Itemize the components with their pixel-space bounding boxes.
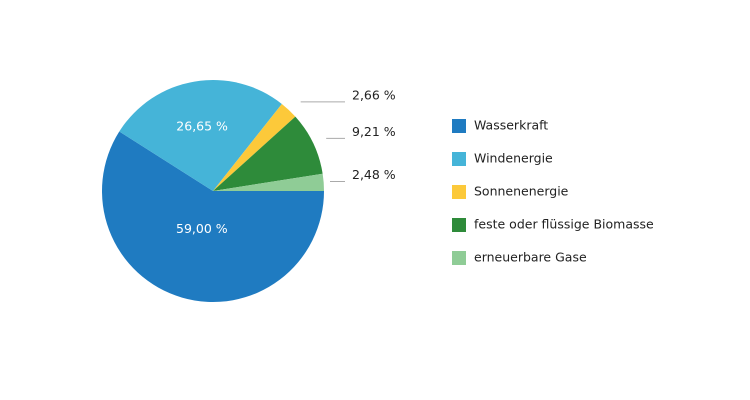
legend-swatch bbox=[452, 119, 466, 133]
legend-swatch bbox=[452, 251, 466, 265]
slice-label: 26,65 % bbox=[176, 118, 228, 133]
legend-label: Windenergie bbox=[474, 151, 553, 166]
slice-label: 2,48 % bbox=[352, 167, 396, 182]
legend-swatch bbox=[452, 218, 466, 232]
legend-swatch bbox=[452, 185, 466, 199]
legend-swatch bbox=[452, 152, 466, 166]
slice-label: 2,66 % bbox=[352, 87, 396, 102]
pie-slice bbox=[213, 173, 324, 191]
pie-slice bbox=[119, 80, 282, 191]
slice-label: 9,21 % bbox=[352, 124, 396, 139]
pie-slice bbox=[102, 131, 324, 302]
pie-slice bbox=[213, 116, 323, 191]
legend-label: Wasserkraft bbox=[474, 118, 548, 133]
legend-label: erneuerbare Gase bbox=[474, 250, 587, 265]
legend-label: feste oder flüssige Biomasse bbox=[474, 217, 654, 232]
legend-label: Sonnenenergie bbox=[474, 184, 569, 199]
pie-slice bbox=[213, 103, 296, 191]
slice-label: 59,00 % bbox=[176, 221, 228, 236]
